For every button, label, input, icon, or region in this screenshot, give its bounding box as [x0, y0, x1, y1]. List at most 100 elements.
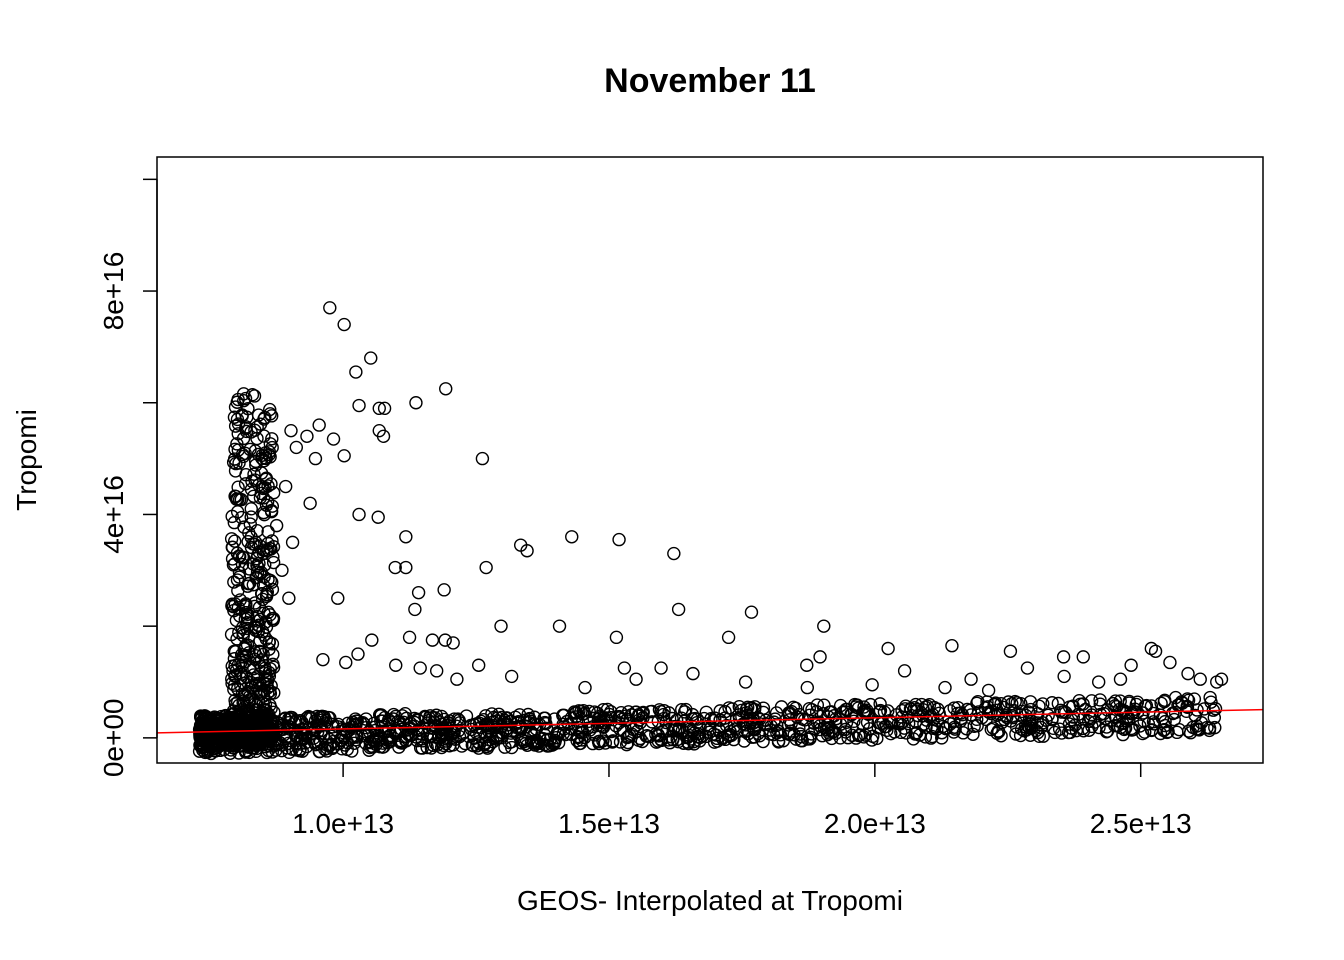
dense-point [784, 704, 799, 719]
dense-point [231, 584, 245, 598]
dense-point [378, 710, 392, 725]
dense-point [240, 607, 255, 621]
x-axis-title: GEOS- Interpolated at Tropomi [517, 885, 903, 916]
dense-point [256, 505, 271, 520]
dense-point [247, 489, 261, 503]
dense-point [227, 603, 241, 618]
dense-point [1010, 696, 1024, 710]
dense-point [243, 517, 257, 531]
dense-point [258, 672, 272, 686]
data-point [671, 602, 686, 617]
dense-point [495, 730, 509, 745]
dense-point [715, 730, 730, 745]
dense-point [1048, 725, 1062, 740]
dense-point [1175, 696, 1190, 710]
data-point [377, 401, 392, 416]
dense-point [537, 738, 552, 752]
data-point [269, 518, 284, 533]
data-point [800, 658, 814, 672]
dense-point [231, 427, 245, 441]
dense-point [1014, 722, 1029, 736]
dense-point [244, 510, 258, 524]
dense-point [863, 697, 878, 712]
dense-point [994, 697, 1008, 711]
dense-point [256, 737, 270, 751]
dense-point [1005, 697, 1019, 711]
dense-point [218, 708, 233, 723]
dense-point [247, 467, 261, 481]
dense-point [1194, 716, 1209, 730]
dense-point [693, 734, 707, 748]
dense-point [995, 715, 1009, 730]
dense-point [478, 709, 493, 723]
dense-point [348, 712, 363, 726]
dense-point [767, 715, 781, 729]
dense-point [909, 714, 923, 729]
data-point [372, 401, 386, 416]
data-point [376, 429, 391, 443]
data-point [1091, 675, 1106, 689]
dense-point [1036, 697, 1050, 711]
dense-point [911, 708, 925, 723]
data-point [744, 605, 759, 619]
dense-point [620, 712, 635, 726]
dense-point [817, 698, 831, 712]
data-point [1193, 672, 1207, 686]
data-point [285, 535, 300, 550]
dense-point [400, 723, 414, 737]
dense-point [346, 730, 361, 745]
dense-point [1153, 726, 1168, 741]
data-point [326, 432, 341, 446]
dense-point [236, 694, 251, 708]
dense-point [264, 409, 279, 423]
data-point [813, 650, 827, 664]
dense-point [760, 717, 774, 731]
data-point [300, 429, 314, 443]
dense-point [725, 702, 739, 716]
regression-line [156, 708, 1264, 734]
x-tick-label: 1.0e+13 [292, 808, 394, 839]
dense-point [1093, 693, 1107, 707]
data-point [654, 661, 668, 675]
dense-point [820, 727, 835, 742]
dense-point [261, 536, 275, 551]
dense-point [301, 709, 316, 724]
dense-point [266, 550, 280, 564]
dense-point [455, 726, 470, 741]
data-point [446, 636, 460, 650]
dense-point [259, 472, 273, 487]
plot-frame [156, 156, 1264, 764]
dense-point [871, 715, 885, 730]
dense-point [709, 728, 723, 742]
x-tick-label: 1.5e+13 [558, 808, 660, 839]
dense-point [275, 743, 289, 758]
data-point [312, 418, 326, 432]
data-point [308, 451, 323, 466]
dense-point [228, 597, 242, 611]
dense-point [943, 704, 957, 718]
dense-point [1137, 714, 1151, 728]
dense-point [324, 737, 338, 752]
dense-point [233, 593, 247, 607]
dense-point [228, 557, 242, 571]
dense-point [266, 660, 281, 675]
data-point [686, 666, 700, 681]
dense-point [383, 734, 397, 749]
data-points [192, 301, 1229, 761]
data-point [438, 633, 452, 647]
data-point [437, 583, 451, 597]
dense-point [255, 479, 269, 494]
dense-point [615, 712, 630, 726]
dense-point [201, 720, 215, 734]
data-point [352, 507, 366, 522]
dense-point [232, 625, 246, 640]
data-point [365, 633, 379, 647]
data-point [964, 672, 978, 686]
data-point [339, 655, 353, 670]
data-point [1124, 658, 1138, 672]
dense-point [229, 492, 244, 506]
dense-point [265, 745, 280, 759]
dense-point [295, 744, 310, 758]
dense-point [1157, 722, 1171, 737]
dense-point [244, 540, 259, 555]
